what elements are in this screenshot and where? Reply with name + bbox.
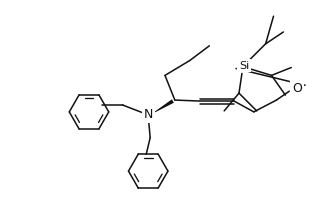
Text: N: N [144,108,153,121]
Polygon shape [150,99,174,115]
Text: O: O [292,82,302,95]
Text: Si: Si [239,61,249,70]
